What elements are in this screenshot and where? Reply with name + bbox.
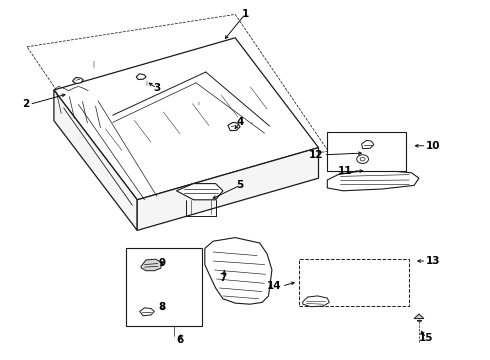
Polygon shape [303,296,329,307]
Text: 4: 4 [236,117,244,127]
Text: 12: 12 [309,150,323,160]
Text: 11: 11 [338,166,353,176]
Text: 5: 5 [237,180,244,190]
Polygon shape [141,259,162,271]
Text: 14: 14 [267,281,282,291]
Polygon shape [327,169,419,191]
Text: 6: 6 [177,335,184,345]
Bar [299,259,409,306]
Polygon shape [73,77,83,84]
Bar [327,132,406,171]
Polygon shape [136,74,146,80]
Polygon shape [205,238,272,304]
Polygon shape [228,122,240,131]
Text: 15: 15 [419,333,434,343]
Text: 7: 7 [219,273,227,283]
Polygon shape [176,184,223,200]
Text: 3: 3 [153,83,160,93]
Text: 10: 10 [426,141,441,151]
Polygon shape [414,314,424,319]
Polygon shape [362,140,374,149]
Text: 1: 1 [242,9,248,19]
Bar [126,248,202,326]
Polygon shape [54,38,318,200]
Text: 13: 13 [426,256,441,266]
Text: 8: 8 [158,302,165,312]
Polygon shape [54,90,137,230]
Text: 2: 2 [22,99,29,109]
Polygon shape [137,148,318,230]
Polygon shape [140,308,154,316]
Text: 9: 9 [158,258,165,268]
